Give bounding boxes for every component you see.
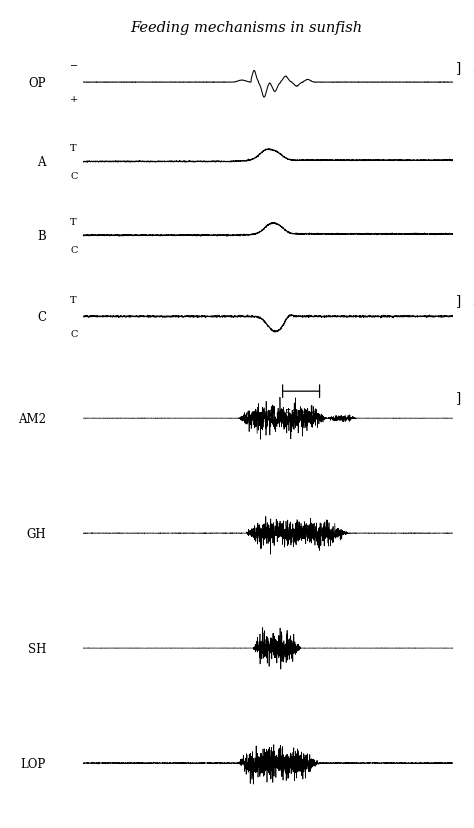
Text: C: C <box>70 245 77 254</box>
Text: ]: ] <box>456 294 462 308</box>
Text: GH: GH <box>27 527 46 540</box>
Text: C: C <box>70 171 77 181</box>
Text: LOP: LOP <box>21 757 46 770</box>
Text: AM2: AM2 <box>18 412 46 425</box>
Text: B: B <box>37 229 46 243</box>
Text: 50 ms: 50 ms <box>285 409 317 419</box>
Text: OP: OP <box>28 76 46 89</box>
Text: T: T <box>70 295 77 304</box>
Text: +: + <box>70 95 78 104</box>
Text: 55 cm H₂O: 55 cm H₂O <box>473 63 474 73</box>
Text: T: T <box>70 217 77 226</box>
Text: ]: ] <box>456 391 462 405</box>
Text: ]: ] <box>456 61 462 75</box>
Text: C: C <box>70 330 77 339</box>
Text: Feeding mechanisms in sunfish: Feeding mechanisms in sunfish <box>130 21 363 35</box>
Text: A: A <box>37 156 46 169</box>
Text: SH: SH <box>27 642 46 655</box>
Text: T: T <box>70 144 77 152</box>
Text: −: − <box>70 62 78 71</box>
Text: 10 μV: 10 μV <box>473 392 474 402</box>
Text: 500 μe: 500 μe <box>473 296 474 306</box>
Text: C: C <box>37 310 46 324</box>
